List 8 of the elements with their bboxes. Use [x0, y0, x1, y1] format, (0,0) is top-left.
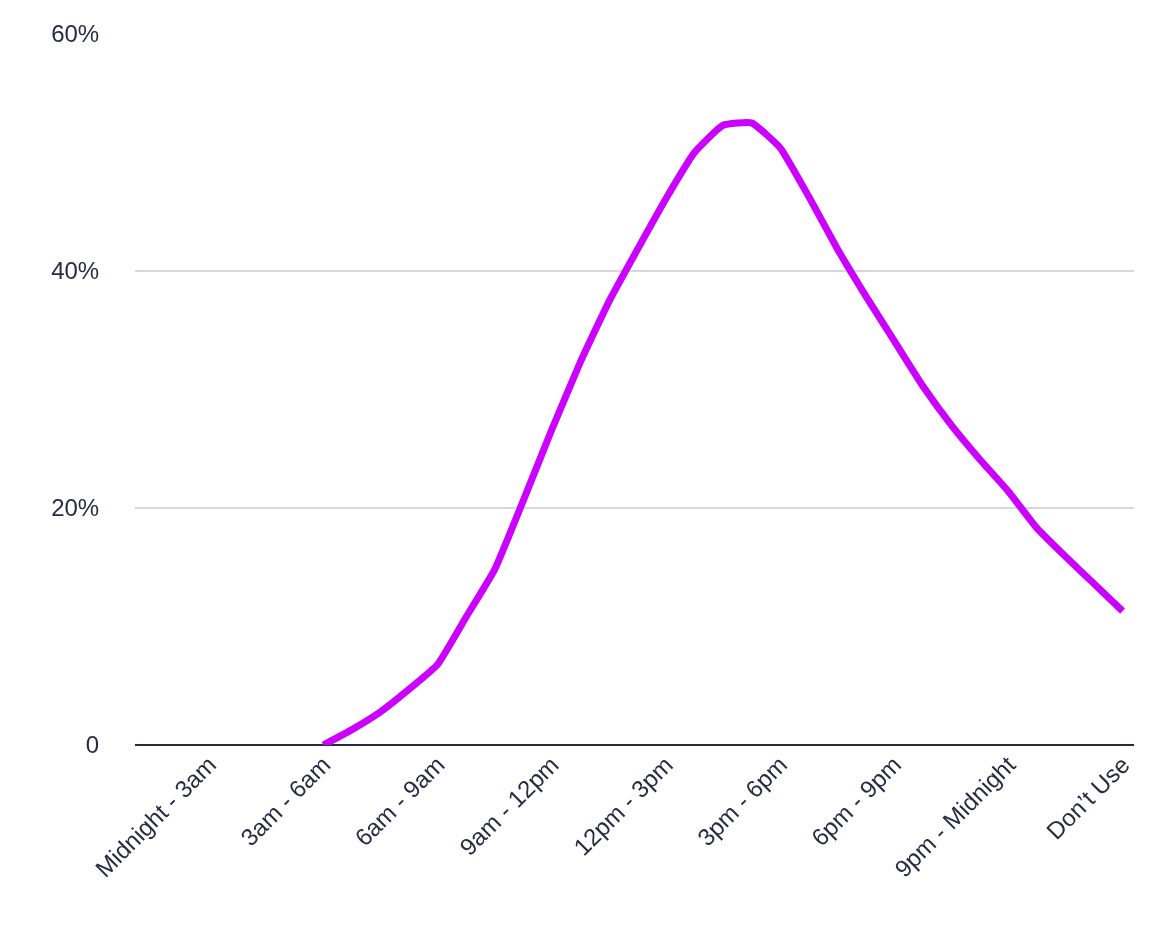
x-tick-label: 3pm - 6pm: [691, 750, 793, 852]
y-tick-label: 40%: [51, 257, 100, 285]
x-tick-label: 6pm - 9pm: [806, 750, 907, 852]
y-tick-label: 60%: [51, 20, 100, 48]
x-tick-label: 6am - 9am: [349, 750, 450, 852]
y-tick-label: 0: [85, 731, 100, 759]
x-tick-label: 3am - 6am: [235, 750, 336, 852]
y-tick-label: 20%: [51, 494, 100, 522]
